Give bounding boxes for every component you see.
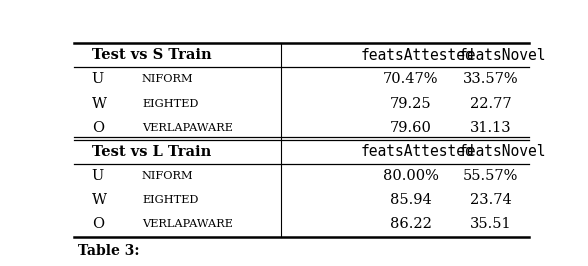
Text: U: U	[92, 169, 104, 183]
Text: featsAttested: featsAttested	[360, 144, 475, 159]
Text: O: O	[92, 121, 104, 135]
Text: Test vs L Train: Test vs L Train	[92, 145, 211, 159]
Text: O: O	[92, 217, 104, 231]
Text: 86.22: 86.22	[390, 217, 432, 231]
Text: W: W	[92, 97, 107, 111]
Text: EIGHTED: EIGHTED	[142, 195, 198, 205]
Text: 70.47%: 70.47%	[383, 72, 439, 86]
Text: 22.77: 22.77	[470, 97, 512, 111]
Text: U: U	[92, 72, 104, 86]
Text: W: W	[92, 193, 107, 207]
Text: 55.57%: 55.57%	[463, 169, 518, 183]
Text: VERLAPAWARE: VERLAPAWARE	[142, 219, 233, 230]
Text: featsNovel: featsNovel	[459, 48, 546, 63]
Text: featsAttested: featsAttested	[360, 48, 475, 63]
Text: 80.00%: 80.00%	[383, 169, 439, 183]
Text: 79.60: 79.60	[390, 121, 432, 135]
Text: 35.51: 35.51	[470, 217, 512, 231]
Text: 79.25: 79.25	[390, 97, 432, 111]
Text: 23.74: 23.74	[470, 193, 512, 207]
Text: NIFORM: NIFORM	[142, 171, 193, 181]
Text: VERLAPAWARE: VERLAPAWARE	[142, 123, 233, 133]
Text: Test vs S Train: Test vs S Train	[92, 48, 211, 62]
Text: Table 3:: Table 3:	[78, 244, 139, 258]
Text: EIGHTED: EIGHTED	[142, 99, 198, 109]
Text: 85.94: 85.94	[390, 193, 432, 207]
Text: featsNovel: featsNovel	[459, 144, 546, 159]
Text: 31.13: 31.13	[470, 121, 512, 135]
Text: 33.57%: 33.57%	[463, 72, 518, 86]
Text: NIFORM: NIFORM	[142, 74, 193, 84]
